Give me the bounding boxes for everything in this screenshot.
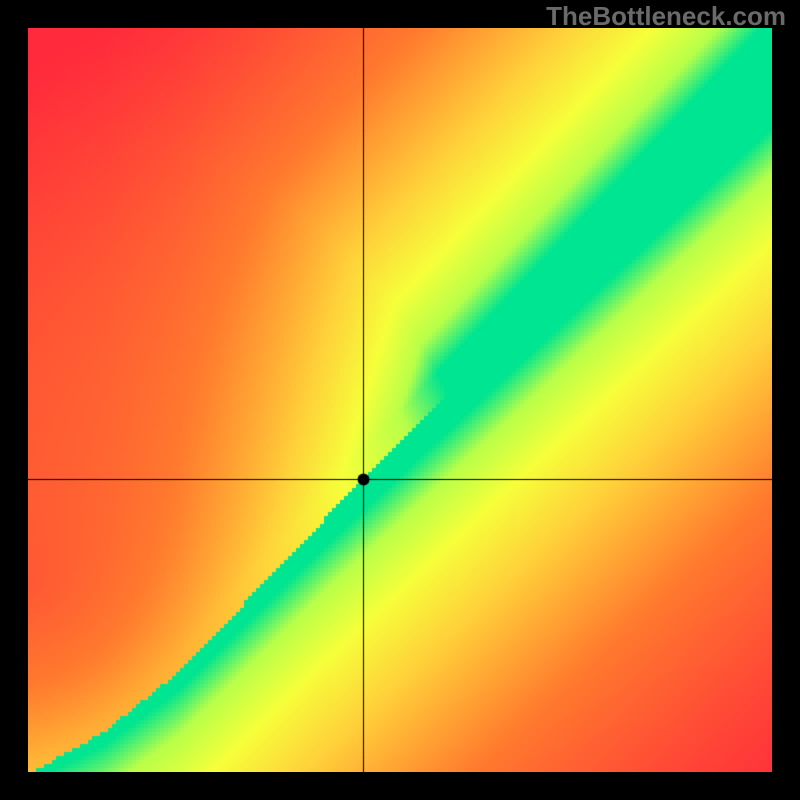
watermark-text: TheBottleneck.com [546, 1, 786, 32]
bottleneck-heatmap [28, 28, 772, 772]
